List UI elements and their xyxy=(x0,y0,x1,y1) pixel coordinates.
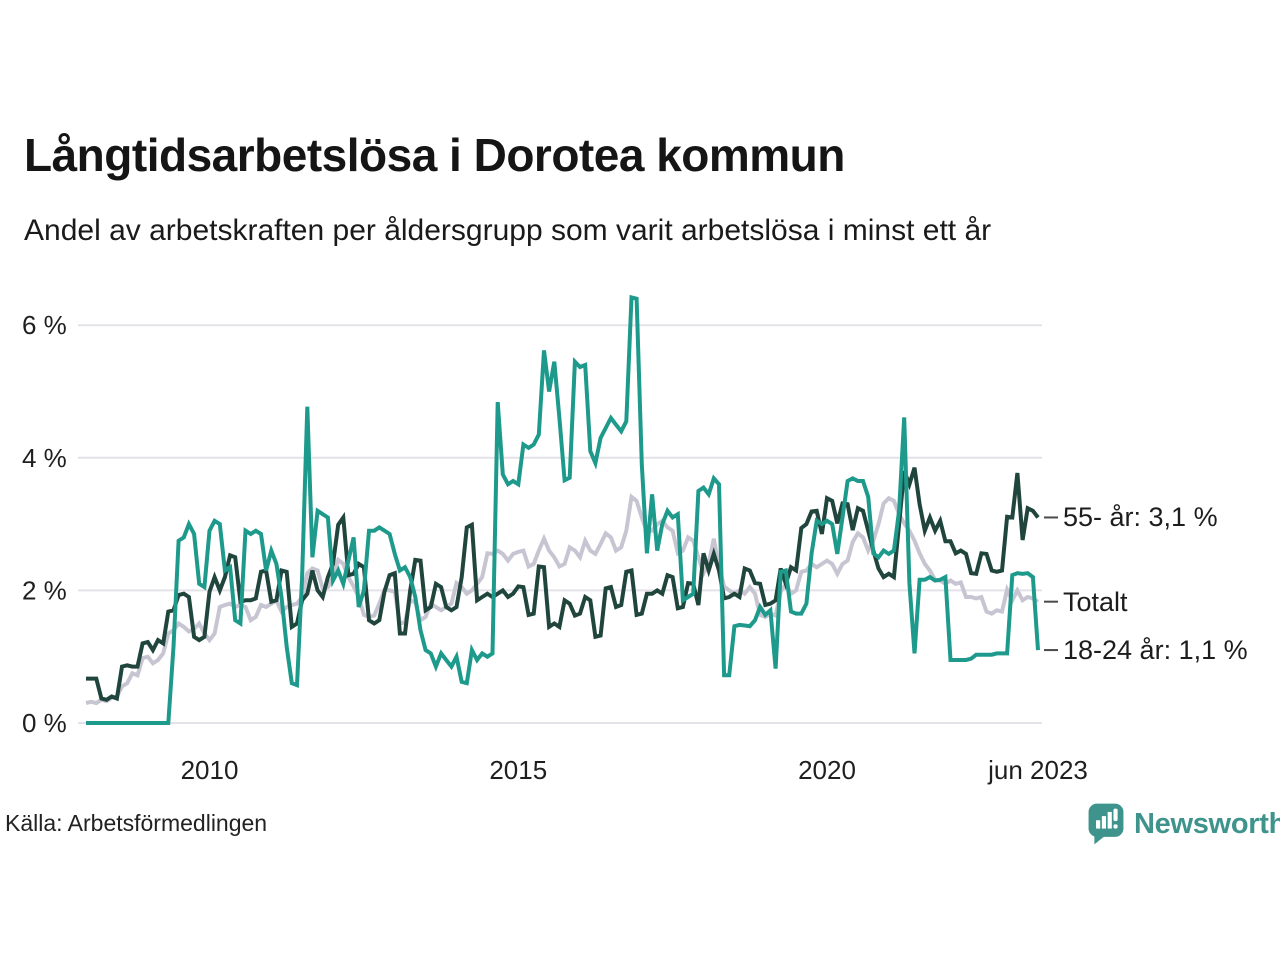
y-tick-label: 0 % xyxy=(22,708,67,738)
chart-title: Långtidsarbetslösa i Dorotea kommun xyxy=(24,129,845,181)
source-note: Källa: Arbetsförmedlingen xyxy=(5,810,268,836)
chart-subtitle: Andel av arbetskraften per åldersgrupp s… xyxy=(24,214,992,247)
newsworthy-logo-icon xyxy=(1088,803,1124,845)
y-tick-label: 2 % xyxy=(22,575,67,605)
series-line-18-24 xyxy=(86,294,1040,725)
x-tick-label: 2020 xyxy=(798,755,856,785)
series-line-55plus xyxy=(86,467,1040,702)
series-label-18-24: 18-24 år: 1,1 % xyxy=(1063,635,1248,666)
series-label-55plus: 55- år: 3,1 % xyxy=(1063,502,1218,533)
brand-logo: Newsworthy xyxy=(1086,802,1280,846)
x-tick-label: 2015 xyxy=(489,755,547,785)
series-label-totalt: Totalt xyxy=(1063,586,1128,617)
x-tick-label: 2010 xyxy=(181,755,239,785)
y-tick-label: 6 % xyxy=(22,310,67,340)
x-tick-label: jun 2023 xyxy=(987,755,1088,785)
brand-name: Newsworthy xyxy=(1134,807,1280,840)
series-line-totalt xyxy=(85,493,1040,706)
y-tick-label: 4 % xyxy=(22,443,67,473)
